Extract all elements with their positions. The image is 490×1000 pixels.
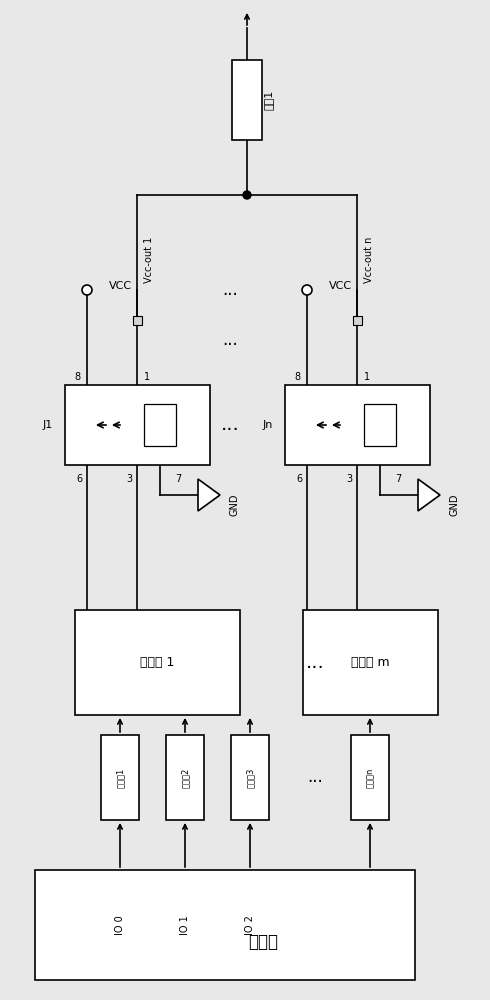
Text: Vcc-out n: Vcc-out n [364, 236, 374, 283]
Text: IO 1: IO 1 [180, 915, 190, 935]
Text: 3: 3 [346, 474, 352, 484]
Bar [144, 404, 176, 446]
Text: 6: 6 [296, 474, 302, 484]
Text: 光耦耦n: 光耦耦n [366, 767, 374, 788]
Text: J1: J1 [43, 420, 53, 430]
Text: IO 2: IO 2 [245, 915, 255, 935]
Bar [75, 610, 240, 715]
Text: ...: ... [220, 416, 240, 434]
Text: GND: GND [229, 493, 239, 516]
Text: ...: ... [307, 768, 323, 786]
Text: IO 0: IO 0 [115, 915, 125, 935]
Text: 7: 7 [395, 474, 401, 484]
Bar [364, 404, 396, 446]
Text: 8: 8 [74, 372, 80, 382]
Text: 负载1: 负载1 [264, 90, 274, 110]
Text: ...: ... [222, 281, 238, 299]
Text: 7: 7 [175, 474, 181, 484]
Circle shape [302, 285, 312, 295]
Text: 3: 3 [126, 474, 132, 484]
Bar [231, 735, 269, 820]
Bar [166, 735, 204, 820]
Text: VCC: VCC [109, 281, 132, 291]
Text: 光耦坔3: 光耦坔3 [245, 767, 254, 788]
Text: Jn: Jn [263, 420, 273, 430]
Text: 光耦坔2: 光耦坔2 [180, 767, 190, 788]
Text: 1: 1 [144, 372, 150, 382]
Text: GND: GND [449, 493, 459, 516]
Bar [285, 385, 430, 465]
Text: 光耦坔1: 光耦坔1 [116, 767, 124, 788]
Bar [302, 610, 438, 715]
Text: ...: ... [222, 331, 238, 349]
Bar [132, 316, 142, 324]
Text: 驱动器 1: 驱动器 1 [140, 656, 175, 669]
Circle shape [243, 191, 251, 199]
Bar [35, 870, 415, 980]
Text: 6: 6 [76, 474, 82, 484]
Bar [65, 385, 210, 465]
Bar [352, 316, 362, 324]
Text: ...: ... [306, 653, 324, 672]
Text: 1: 1 [364, 372, 370, 382]
Text: VCC: VCC [329, 281, 352, 291]
Bar [232, 60, 262, 140]
Bar [101, 735, 139, 820]
Text: 处理器: 处理器 [248, 932, 278, 950]
Polygon shape [418, 479, 440, 511]
Text: 8: 8 [294, 372, 300, 382]
Text: 驱动器 m: 驱动器 m [351, 656, 390, 669]
Circle shape [82, 285, 92, 295]
Bar [351, 735, 389, 820]
Polygon shape [198, 479, 220, 511]
Text: Vcc-out 1: Vcc-out 1 [144, 236, 154, 283]
